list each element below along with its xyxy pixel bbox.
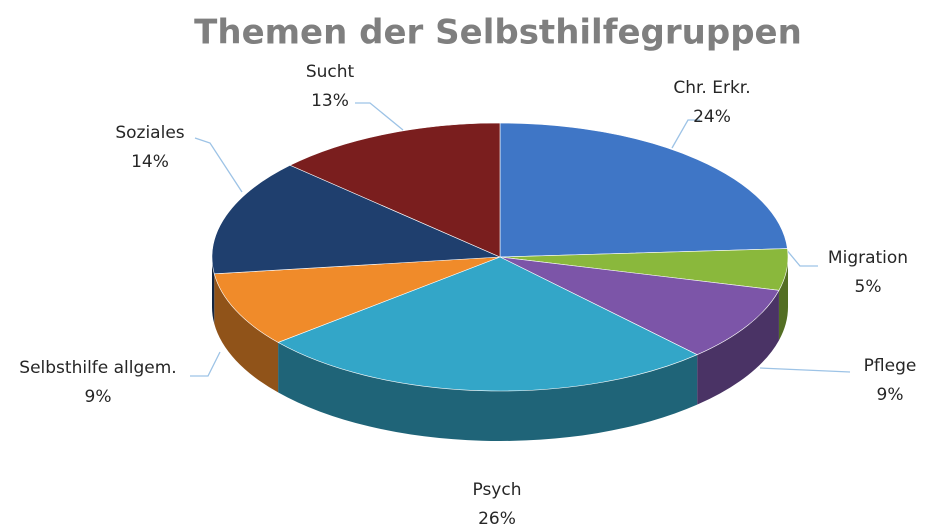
leader-lines	[190, 102, 851, 377]
slice-label: Migration	[828, 248, 908, 268]
leader-line	[784, 247, 818, 267]
leader-line	[194, 137, 243, 193]
pie-side	[214, 273, 279, 393]
slice-value-label: 26%	[478, 509, 516, 525]
slice-label: Chr. Erkr.	[673, 78, 750, 98]
pie-side	[778, 257, 788, 341]
leader-line	[671, 119, 700, 149]
slice-value-label: 13%	[311, 91, 349, 111]
slice-value-label: 14%	[131, 152, 169, 172]
slice-value-label: 24%	[693, 107, 731, 127]
slice-label: Soziales	[115, 123, 184, 143]
slice-value-label: 5%	[855, 277, 882, 297]
pie-slice	[499, 122, 788, 258]
pie-slice	[211, 164, 501, 275]
leader-line	[190, 351, 221, 377]
slice-label: Sucht	[306, 62, 355, 82]
slice-label: Pflege	[864, 356, 917, 376]
leader-line	[759, 367, 851, 373]
pie-sides	[212, 257, 788, 441]
pie-slice	[289, 122, 501, 258]
pie-slice	[213, 256, 501, 343]
pie-tops	[211, 122, 789, 392]
pie	[211, 122, 789, 441]
pie-side	[212, 257, 215, 324]
pie-side	[697, 290, 779, 405]
slice-value-label: 9%	[85, 387, 112, 407]
chart-title: Themen der Selbsthilfegruppen	[194, 13, 802, 53]
slice-value-label: 9%	[877, 385, 904, 405]
pie-side	[278, 342, 698, 441]
pie-slice	[277, 256, 698, 392]
pie-slice	[499, 256, 780, 356]
slice-label: Psych	[473, 480, 522, 500]
leader-line	[355, 102, 404, 131]
slice-label: Selbsthilfe allgem.	[19, 358, 176, 378]
